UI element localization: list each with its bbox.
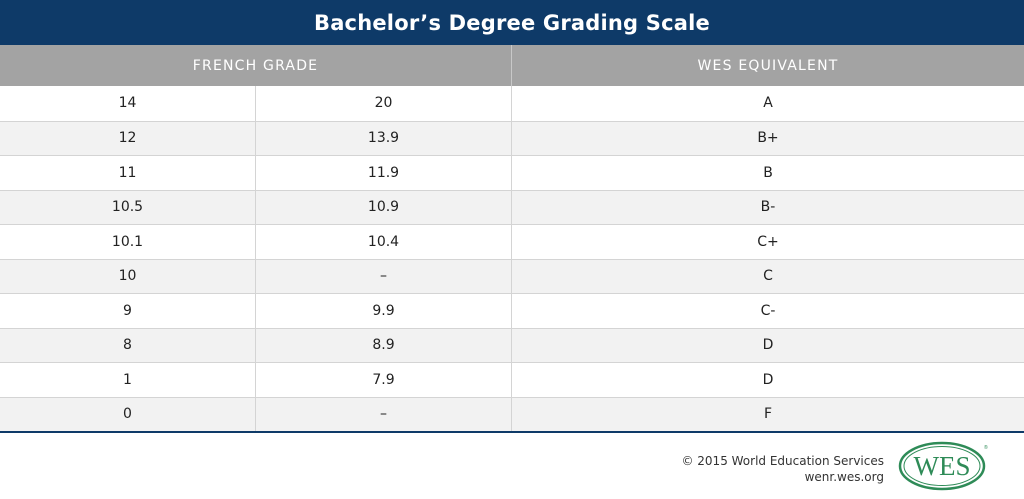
french-grade-max-cell: 11.9 bbox=[256, 156, 512, 190]
page-title: Bachelor’s Degree Grading Scale bbox=[313, 10, 710, 35]
wes-equivalent-cell: B bbox=[763, 164, 773, 181]
wes-equivalent-cell: C bbox=[763, 268, 773, 285]
svg-text:®: ® bbox=[984, 444, 988, 451]
table-row: 11 11.9 B bbox=[0, 155, 1024, 190]
french-grade-max-cell: – bbox=[256, 397, 512, 431]
copyright-text: © 2015 World Education Services bbox=[681, 454, 884, 468]
table-row: 10.1 10.4 C+ bbox=[0, 224, 1024, 259]
table-row: 1 7.9 D bbox=[0, 362, 1024, 397]
table-row: 10– C bbox=[0, 258, 1024, 293]
wes-equivalent-cell: A bbox=[763, 95, 773, 112]
french-grade-max-cell: 13.9 bbox=[256, 121, 512, 155]
header-wes-equivalent: WES EQUIVALENT bbox=[697, 57, 839, 74]
site-url: wenr.wes.org bbox=[804, 470, 884, 484]
french-grade-min-cell: 11 bbox=[0, 156, 256, 190]
wes-equivalent-cell: C- bbox=[760, 302, 776, 319]
french-grade-max-cell: 8.9 bbox=[256, 328, 512, 362]
french-grade-min-cell: 10.5 bbox=[0, 190, 256, 224]
french-grade-min-cell: 12 bbox=[0, 121, 256, 155]
french-grade-min-cell: 0 bbox=[0, 397, 256, 431]
french-grade-max-cell: – bbox=[256, 259, 512, 293]
table-row: 12 13.9 B+ bbox=[0, 120, 1024, 155]
french-grade-max-cell: 10.9 bbox=[256, 190, 512, 224]
logo-text: WES bbox=[914, 451, 971, 481]
french-grade-max-cell: 10.4 bbox=[256, 225, 512, 259]
wes-equivalent-cell: B- bbox=[760, 199, 776, 216]
french-grade-max-cell: 7.9 bbox=[256, 363, 512, 397]
french-grade-max-cell: 9.9 bbox=[256, 294, 512, 328]
table-row: 9 9.9 C- bbox=[0, 293, 1024, 328]
table-body: 14 20 A 12 13.9 B+ 11 11.9 B 10.5 10.9 B- 10.1 10.4 C+… bbox=[0, 86, 1024, 433]
table-row: 0– F bbox=[0, 396, 1024, 431]
wes-logo: WES ® bbox=[898, 441, 988, 491]
table-row: 10.5 10.9 B- bbox=[0, 189, 1024, 224]
french-grade-min-cell: 1 bbox=[0, 363, 256, 397]
wes-equivalent-cell: F bbox=[763, 406, 773, 423]
french-grade-min-cell: 10.1 bbox=[0, 225, 256, 259]
french-grade-max-cell: 20 bbox=[256, 86, 512, 121]
wes-equivalent-cell: D bbox=[762, 337, 774, 354]
header-french-grade: FRENCH GRADE bbox=[0, 45, 512, 86]
credits: © 2015 World Education Services wenr.wes… bbox=[681, 453, 884, 485]
french-grade-min-cell: 14 bbox=[0, 86, 256, 121]
wes-equivalent-cell: C+ bbox=[757, 233, 779, 250]
grading-table: FRENCH GRADE WES EQUIVALENT 14 20 A 12 13.9 B… bbox=[0, 45, 1024, 433]
french-grade-min-cell: 8 bbox=[0, 328, 256, 362]
table-row: 8 8.9 D bbox=[0, 327, 1024, 362]
french-grade-min-cell: 9 bbox=[0, 294, 256, 328]
french-grade-min-cell: 10 bbox=[0, 259, 256, 293]
title-bar: Bachelor’s Degree Grading Scale bbox=[0, 0, 1024, 45]
table-header: FRENCH GRADE WES EQUIVALENT bbox=[0, 45, 1024, 86]
footer: © 2015 World Education Services wenr.wes… bbox=[0, 435, 1024, 499]
wes-equivalent-cell: D bbox=[762, 371, 774, 388]
wes-equivalent-cell: B+ bbox=[757, 130, 779, 147]
table-row: 14 20 A bbox=[0, 86, 1024, 121]
